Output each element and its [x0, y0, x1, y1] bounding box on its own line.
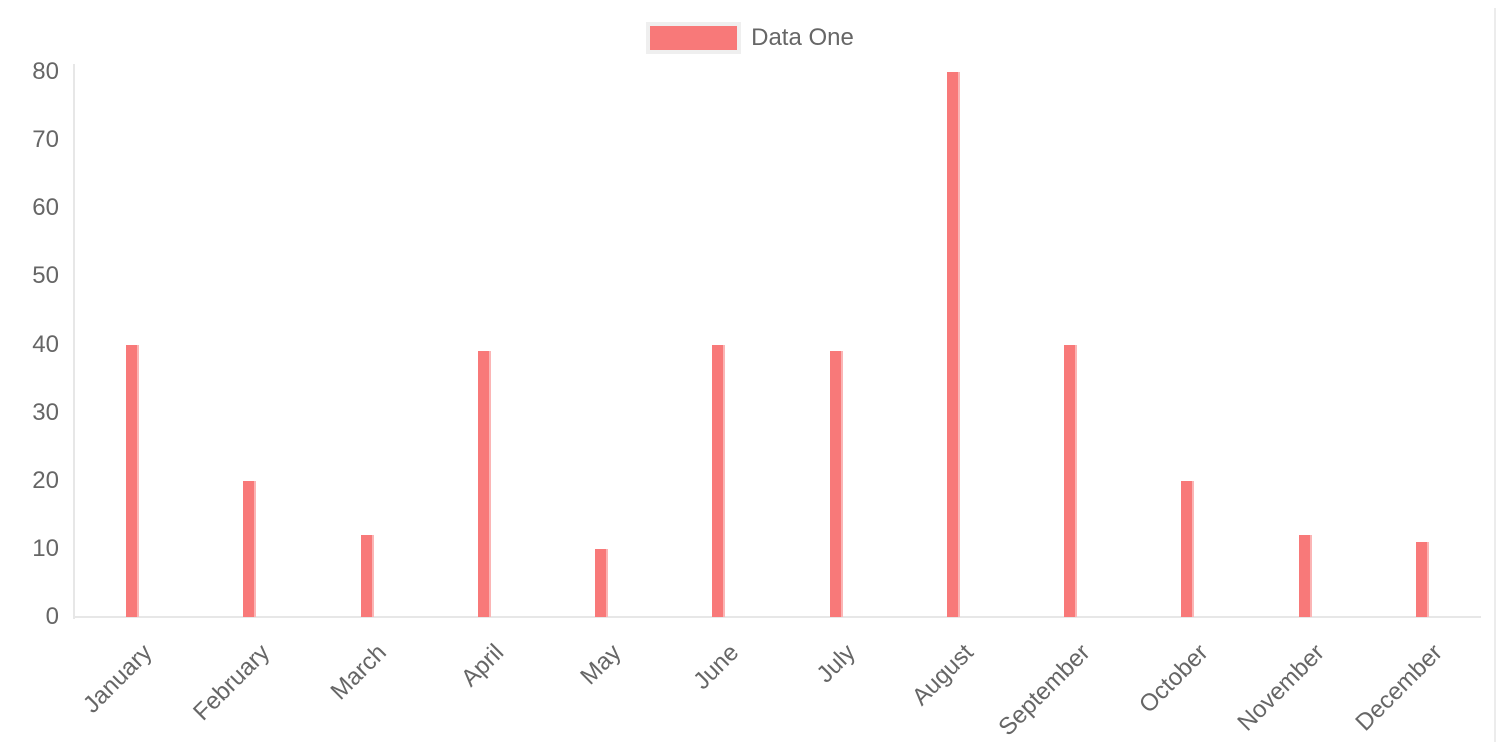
x-label-column-march: March: [309, 617, 426, 737]
y-tick-40: 40: [32, 330, 59, 358]
bar-column-march: [309, 72, 426, 617]
x-label-column-july: July: [778, 617, 895, 737]
bar-december[interactable]: [1415, 542, 1429, 617]
bar-column-september: [1012, 72, 1129, 617]
x-tick-july: July: [811, 639, 862, 689]
bar-june[interactable]: [712, 344, 726, 617]
bar-february[interactable]: [243, 480, 257, 617]
x-label-column-may: May: [543, 617, 660, 737]
y-tick-50: 50: [32, 262, 59, 290]
y-tick-70: 70: [32, 126, 59, 154]
bar-august[interactable]: [946, 72, 960, 617]
bar-column-october: [1129, 72, 1246, 617]
legend-label: Data One: [751, 24, 854, 51]
x-tick-january: January: [78, 639, 158, 719]
x-label-column-june: June: [660, 617, 777, 737]
x-tick-august: August: [906, 639, 979, 711]
x-label-column-december: December: [1350, 617, 1481, 737]
bar-november[interactable]: [1298, 535, 1312, 617]
x-tick-february: February: [187, 639, 275, 727]
bar-column-february: [191, 72, 308, 617]
x-axis-line: [73, 616, 1481, 618]
bar-column-june: [660, 72, 777, 617]
bar-column-november: [1247, 72, 1364, 617]
y-tick-20: 20: [32, 466, 59, 494]
y-tick-30: 30: [32, 398, 59, 426]
x-tick-november: November: [1232, 639, 1331, 737]
y-tick-80: 80: [32, 58, 59, 85]
right-border-line: [1494, 8, 1496, 742]
bar-column-april: [426, 72, 543, 617]
x-label-column-october: October: [1129, 617, 1246, 737]
bar-july[interactable]: [829, 351, 843, 617]
bar-march[interactable]: [360, 535, 374, 617]
legend-swatch-data-one: [646, 22, 742, 54]
bar-column-may: [543, 72, 660, 617]
y-axis-tick-labels: 80 70 60 50 40 30 20 10 0: [0, 58, 59, 630]
y-axis-line: [73, 64, 75, 619]
x-tick-october: October: [1133, 639, 1213, 719]
bar-column-august: [895, 72, 1012, 617]
x-tick-may: May: [575, 639, 627, 691]
y-tick-0: 0: [45, 603, 59, 630]
bar-october[interactable]: [1181, 480, 1195, 617]
bar-april[interactable]: [477, 351, 491, 617]
x-label-column-february: February: [187, 617, 308, 737]
bar-may[interactable]: [595, 548, 609, 617]
bars-container: [74, 72, 1481, 617]
y-tick-60: 60: [32, 194, 59, 222]
bar-column-december: [1364, 72, 1481, 617]
x-label-column-august: August: [895, 617, 1012, 737]
x-tick-december: December: [1350, 639, 1448, 737]
x-tick-april: April: [456, 639, 510, 693]
chart-legend[interactable]: Data One: [0, 22, 1500, 54]
x-axis-tick-labels: January February March April May June July Augu…: [74, 617, 1481, 741]
bar-column-july: [778, 72, 895, 617]
bar-column-january: [74, 72, 191, 617]
x-tick-march: March: [325, 639, 393, 706]
x-label-column-april: April: [426, 617, 543, 737]
x-tick-june: June: [688, 639, 744, 695]
x-label-column-november: November: [1233, 617, 1364, 737]
x-label-column-september: September: [994, 617, 1129, 741]
bar-january[interactable]: [126, 344, 140, 617]
y-tick-10: 10: [32, 534, 59, 562]
bar-september[interactable]: [1064, 344, 1078, 617]
x-label-column-january: January: [74, 617, 191, 737]
plot-area: 80 70 60 50 40 30 20 10 0 January February March Ap…: [32, 58, 1481, 741]
